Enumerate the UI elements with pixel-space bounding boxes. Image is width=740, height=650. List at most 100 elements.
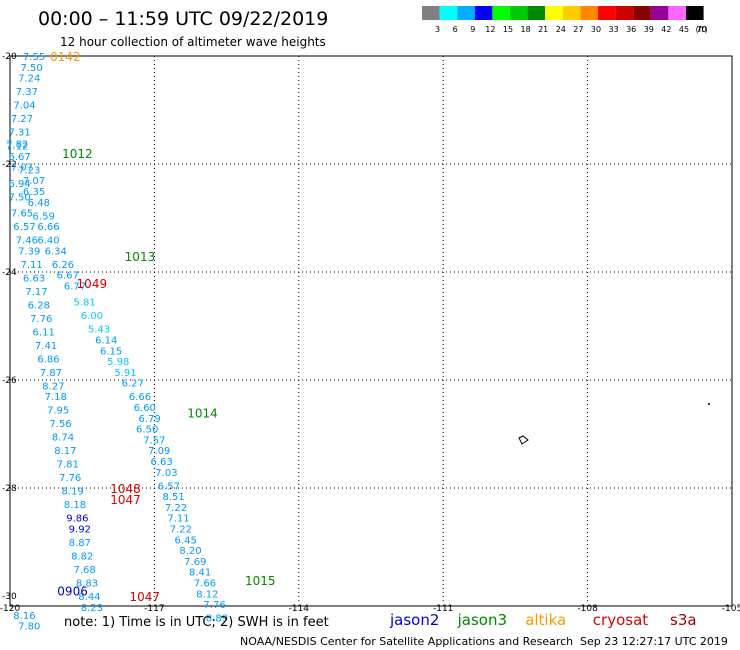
color-scale-label: 21 — [538, 25, 548, 34]
wave-height-value: 6.26 — [52, 260, 74, 271]
map-title: 00:00 – 11:59 UTC 09/22/2019 — [38, 8, 328, 30]
wave-height-value: 8.82 — [71, 552, 93, 563]
wave-height-value: 5.91 — [114, 368, 136, 379]
footer-credit: NOAA/NESDIS Center for Satellite Applica… — [240, 635, 573, 648]
wave-height-value: 6.66 — [129, 392, 151, 403]
longitude-tick-label: -108 — [577, 604, 598, 614]
satellite-name-label: cryosat — [593, 611, 648, 629]
wave-height-value: 7.68 — [73, 565, 95, 576]
wave-height-value: 7.37 — [16, 87, 38, 98]
island-dot — [708, 403, 710, 405]
wave-height-value: 6.59 — [33, 211, 55, 222]
color-scale-swatch — [580, 6, 598, 20]
wave-height-value: 5.98 — [107, 357, 129, 368]
wave-height-value: 6.27 — [122, 379, 144, 390]
pass-time-label: 1049 — [77, 277, 108, 291]
map-frame — [9, 55, 733, 607]
wave-height-value: 7.76 — [59, 473, 81, 484]
wave-height-value: 7.22 — [170, 525, 192, 536]
wave-height-value: 7.11 — [167, 514, 189, 525]
wave-height-value: 7.81 — [57, 460, 79, 471]
longitude-tick-label: -114 — [289, 604, 310, 614]
wave-height-value: 7.04 — [13, 101, 35, 112]
wave-height-value: 7.87 — [40, 368, 62, 379]
color-scale-swatch — [633, 6, 651, 20]
wave-height-value: 6.28 — [28, 300, 50, 311]
latitude-tick-label: -28 — [2, 484, 17, 494]
wave-height-value: 6.77 — [64, 282, 86, 293]
wave-height-value: 6.66 — [37, 222, 59, 233]
wave-height-value: 6.63 — [150, 457, 172, 468]
color-scale-unit: (ft) — [696, 25, 708, 34]
wave-height-value: 7.50 — [21, 63, 43, 74]
wave-height-value: 8.87 — [69, 538, 91, 549]
color-scale-label: 45 — [679, 25, 689, 34]
color-scale-label: 33 — [609, 25, 619, 34]
wave-height-value: 7.27 — [11, 114, 33, 125]
color-scale-label: 70 — [697, 25, 707, 34]
wave-height-value: 7.09 — [148, 446, 170, 457]
color-scale-swatch — [668, 6, 686, 20]
satellite-name-label: altika — [525, 611, 566, 629]
wave-height-value: 6.50 — [136, 425, 158, 436]
wave-height-observations: 7.557.507.247.377.047.277.317.827.126.67… — [6, 52, 228, 633]
wave-height-value: 7.03 — [155, 468, 177, 479]
wave-height-value: 8.12 — [196, 589, 218, 600]
color-scale-swatch — [562, 6, 581, 20]
wave-height-value: 8.18 — [64, 500, 86, 511]
color-scale-label: 15 — [503, 25, 513, 34]
wave-height-value: 6.48 — [28, 198, 50, 209]
wave-height-value: 6.57 — [158, 481, 180, 492]
wave-height-value: 7.24 — [18, 74, 40, 85]
wave-height-value: 7.23 — [18, 165, 40, 176]
wave-height-value: 7.31 — [8, 128, 30, 139]
color-scale-label: 3 — [435, 25, 440, 34]
wave-height-value: 7.41 — [35, 341, 57, 352]
wave-height-value: 6.67 — [57, 271, 79, 282]
pass-time-label: 1047 — [129, 590, 160, 604]
wave-height-value: 7.57 — [143, 435, 165, 446]
wave-height-value: 6.45 — [175, 535, 197, 546]
footer-timestamp: Sep 23 12:27:17 UTC 2019 — [580, 635, 728, 648]
color-scale-label: 6 — [453, 25, 458, 34]
wave-height-value: 7.95 — [47, 406, 69, 417]
wave-height-value: 6.40 — [37, 236, 59, 247]
wave-height-value: 5.43 — [88, 325, 110, 336]
wave-height-value: 8.89 — [206, 614, 228, 625]
pass-time-label: 1012 — [62, 147, 93, 161]
wave-height-value: 6.79 — [138, 414, 160, 425]
wave-height-value: 8.83 — [76, 579, 98, 590]
wave-height-value: 7.17 — [25, 287, 47, 298]
wave-height-value: 6.11 — [33, 327, 55, 338]
longitude-tick-label: -120 — [0, 604, 20, 614]
longitude-tick-label: -117 — [144, 604, 164, 614]
color-scale-label: 30 — [591, 25, 601, 34]
wave-height-value: 6.86 — [37, 354, 59, 365]
color-scale-label: 9 — [470, 25, 475, 34]
wave-height-value: 7.76 — [30, 314, 52, 325]
wave-height-value: 7.66 — [194, 579, 216, 590]
wave-height-value: 6.57 — [13, 222, 35, 233]
wave-height-value: 7.82 — [6, 139, 28, 150]
wave-height-value: 7.50 — [8, 192, 30, 203]
color-scale-label: 12 — [485, 25, 495, 34]
wave-height-value: 8.20 — [179, 546, 201, 557]
satellite-legend: jason2 jason3 altika cryosat s3a — [389, 611, 697, 629]
wave-height-value: 6.34 — [45, 246, 67, 257]
latitude-tick-label: -24 — [2, 268, 17, 278]
satellite-name-label: jason2 — [389, 611, 439, 629]
wave-height-value: 8.23 — [81, 603, 103, 614]
wave-height-value: 5.81 — [73, 298, 95, 309]
color-scale-swatch — [422, 6, 440, 20]
latitude-tick-label: -30 — [2, 592, 17, 602]
wave-height-value: 7.55 — [23, 52, 45, 63]
island-outlines — [518, 403, 710, 445]
wave-height-value: 8.19 — [61, 487, 83, 498]
latitude-tick-label: -20 — [2, 52, 17, 62]
wave-height-value: 8.51 — [163, 492, 185, 503]
wave-height-value: 8.41 — [189, 568, 211, 579]
color-scale-swatch — [457, 6, 475, 20]
satellite-name-label: jason3 — [457, 611, 507, 629]
